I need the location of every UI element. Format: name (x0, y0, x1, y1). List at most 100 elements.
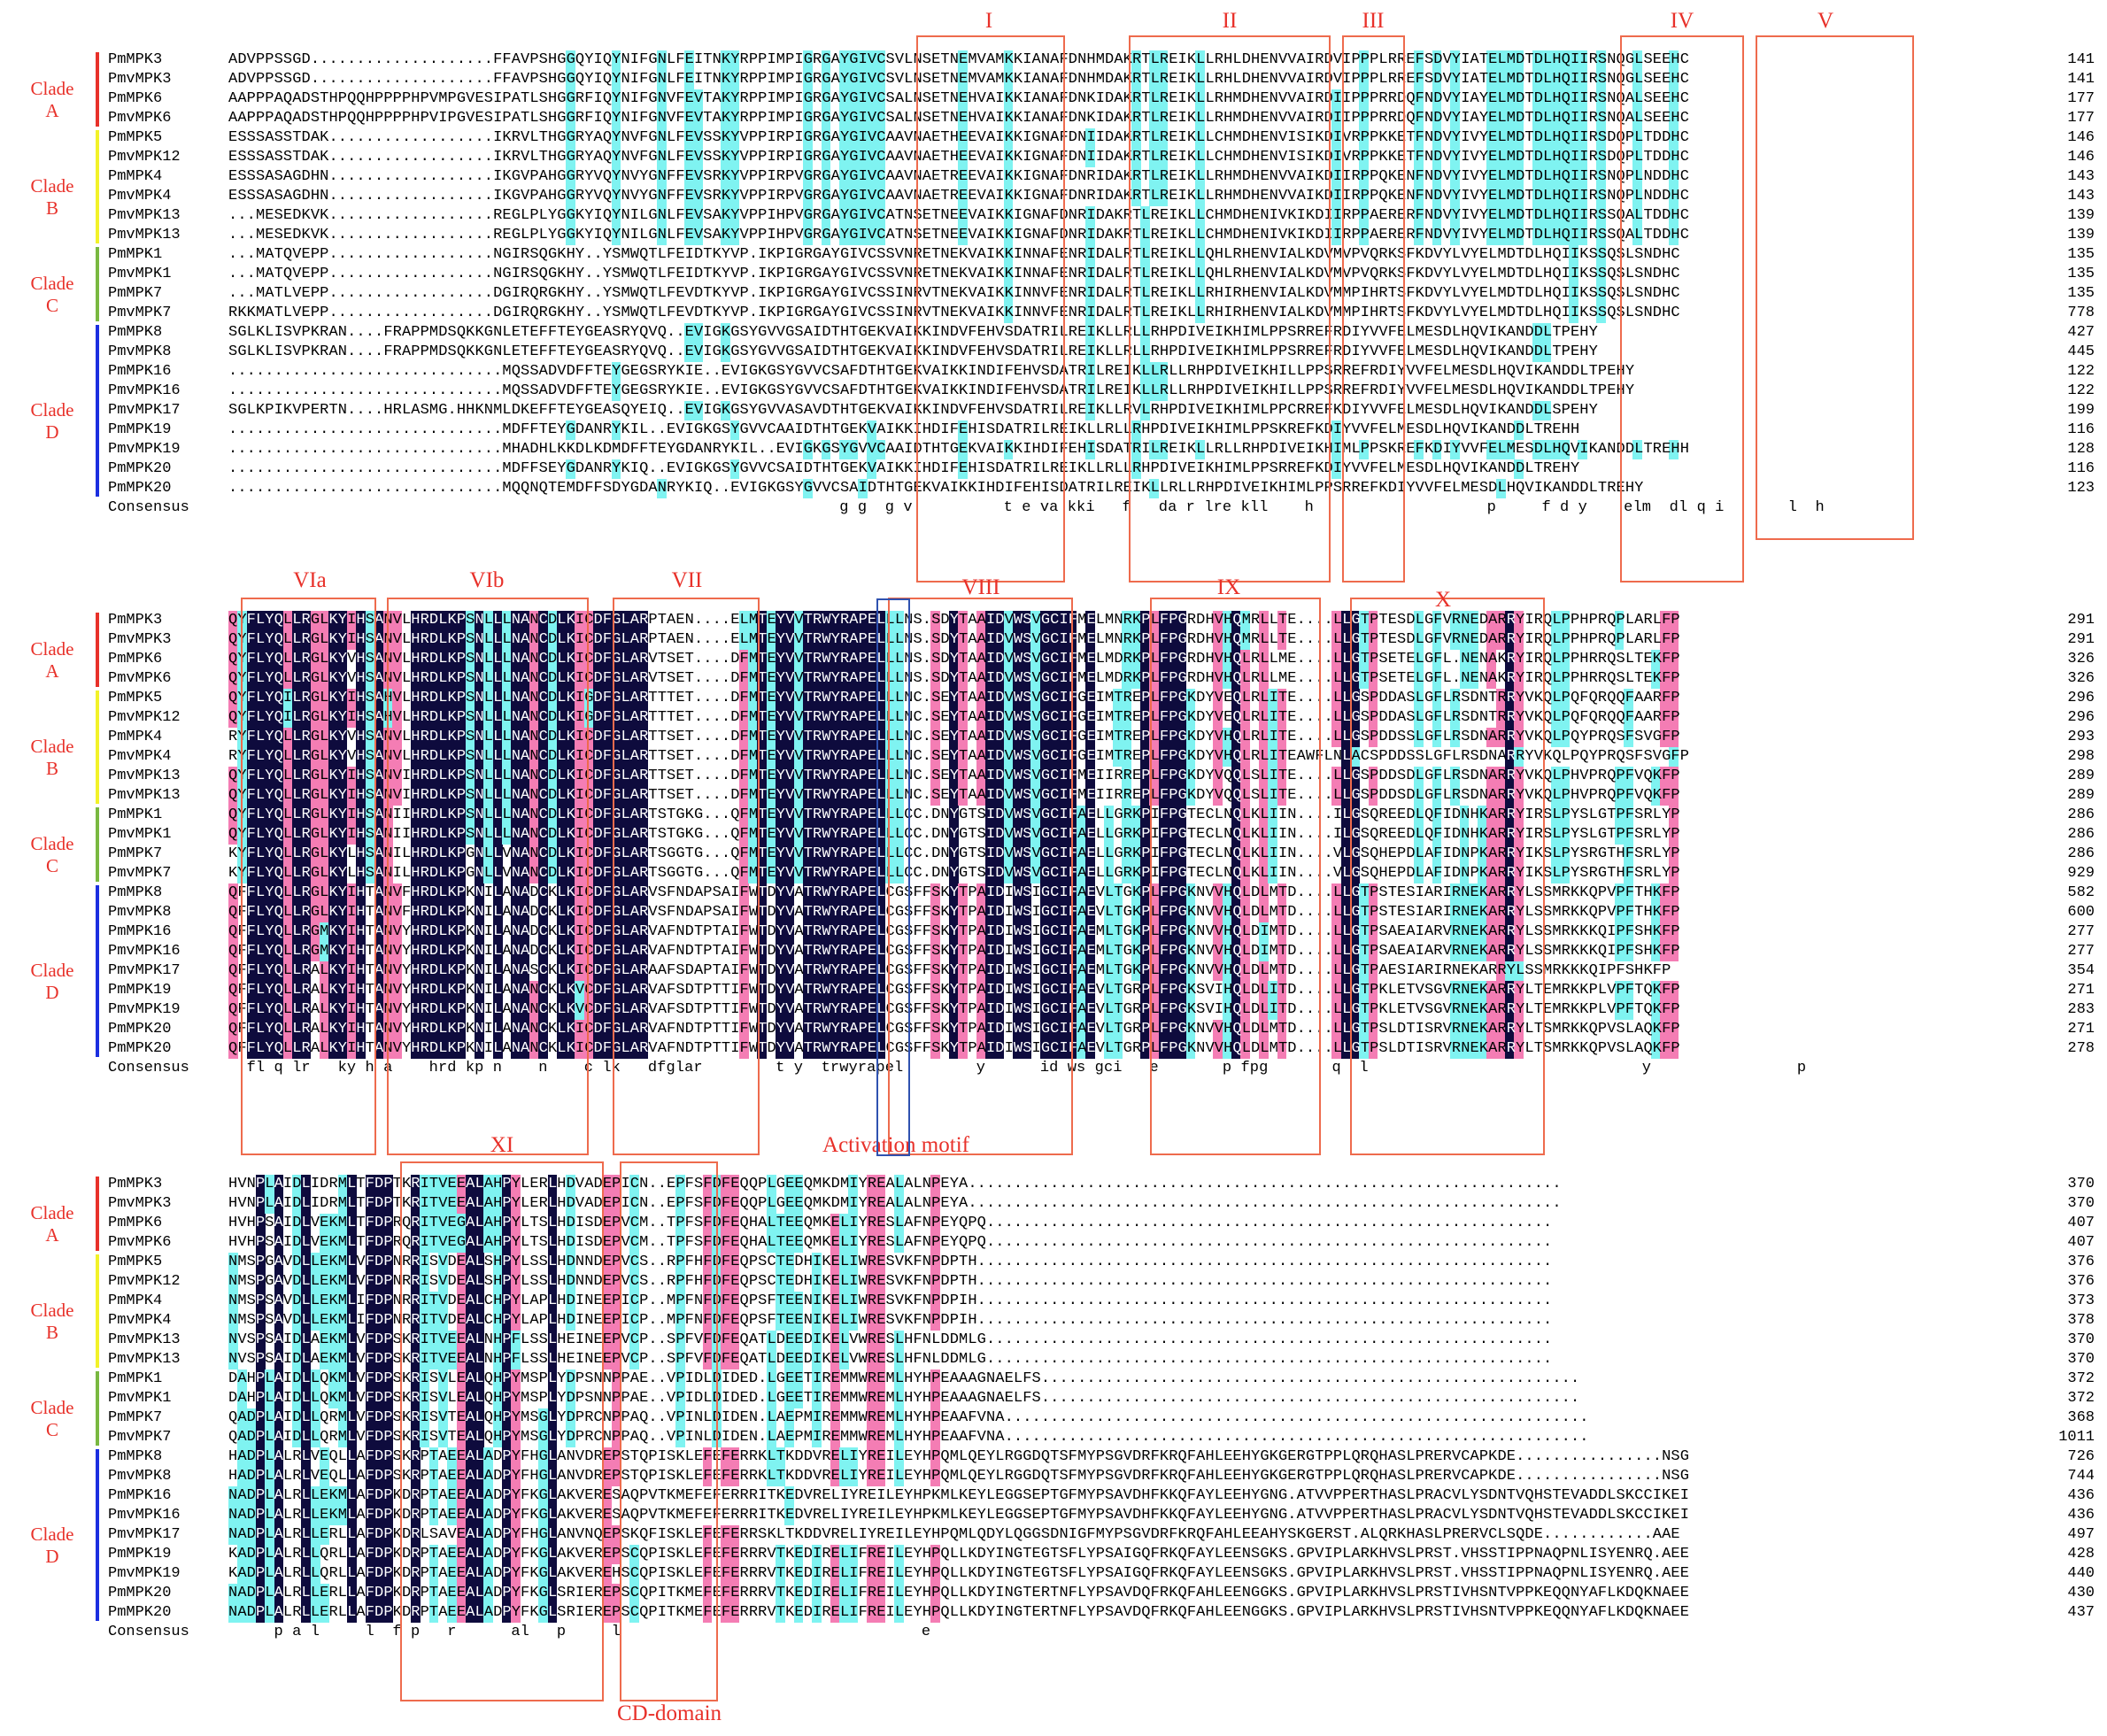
residue-shade (738, 922, 749, 942)
residue-shade (356, 1039, 367, 1059)
residue-shade (1596, 304, 1606, 323)
residue-shade (1131, 167, 1141, 187)
residue-shade (1541, 109, 1552, 128)
residue-shade (465, 650, 475, 669)
residue-shade (784, 747, 795, 767)
sequence-name: PmMPK1 (108, 245, 162, 265)
residue-shade (1541, 70, 1552, 89)
residue-shade (1022, 942, 1031, 961)
residue-shade (693, 148, 704, 167)
residue-shade (411, 650, 421, 669)
residue-shade (1140, 304, 1150, 323)
residue-shade (1514, 206, 1524, 226)
residue-shade (328, 1039, 339, 1059)
motif-label: VII (672, 568, 703, 593)
residue-shade (729, 167, 740, 187)
residue-shade (228, 825, 238, 845)
sequence-name: PmvMPK16 (108, 1506, 181, 1525)
residue-shade (876, 689, 886, 708)
residue-shade (520, 650, 530, 669)
residue-shade (328, 767, 339, 786)
residue-shade (346, 767, 357, 786)
residue-shade (830, 1020, 840, 1039)
position-number: 440 (2067, 1564, 2095, 1584)
residue-shade (282, 786, 293, 806)
residue-shade (437, 825, 448, 845)
clade-label: Clade B (25, 736, 80, 780)
residue-shade (629, 747, 640, 767)
residue-shade (802, 1039, 813, 1059)
residue-shade (292, 611, 302, 630)
residue-shade (1432, 148, 1442, 167)
residue-shade (520, 981, 530, 1000)
residue-shade (884, 611, 895, 630)
residue-shade (830, 728, 840, 747)
residue-shade (848, 903, 859, 922)
residue-shade (483, 747, 494, 767)
residue-shade (876, 167, 886, 187)
residue-shade (766, 767, 776, 786)
residue-shade (867, 89, 876, 109)
residue-shade (392, 786, 403, 806)
residue-shade (593, 708, 603, 728)
residue-shade (447, 708, 458, 728)
position-number: 778 (2067, 304, 2095, 323)
residue-shade (346, 942, 357, 961)
residue-shade (848, 109, 859, 128)
residue-shade (611, 459, 621, 479)
residue-shade (867, 689, 876, 708)
sequence-name: PmMPK20 (108, 1039, 171, 1059)
residue-shade (492, 728, 503, 747)
residue-shade (611, 148, 621, 167)
residue-shade (337, 786, 348, 806)
residue-shade (793, 728, 804, 747)
residue-shade (475, 981, 484, 1000)
residue-shade (1359, 70, 1370, 89)
residue-shade (274, 708, 284, 728)
residue-shade (593, 1020, 603, 1039)
position-number: 141 (2067, 70, 2095, 89)
residue-shade (1012, 669, 1023, 689)
residue-shade (547, 728, 558, 747)
residue-shade (611, 845, 621, 864)
residue-shade (374, 942, 384, 961)
residue-shade (602, 864, 613, 883)
residue-shade (684, 128, 694, 148)
sequence-row: ..............................MQSSADVDFF… (228, 382, 1634, 401)
residue-shade (611, 669, 621, 689)
residue-shade (492, 650, 503, 669)
residue-shade (483, 728, 494, 747)
residue-shade (456, 611, 467, 630)
residue-shade (857, 786, 868, 806)
residue-shade (428, 1039, 439, 1059)
residue-shade (356, 611, 367, 630)
residue-shade (529, 806, 539, 825)
motif-box (613, 598, 760, 1155)
residue-shade (848, 1020, 859, 1039)
residue-shade (729, 206, 740, 226)
position-number: 135 (2067, 284, 2095, 304)
residue-shade (876, 187, 886, 206)
residue-shade (976, 786, 986, 806)
residue-shade (411, 786, 421, 806)
clade-bar (96, 52, 99, 127)
residue-shade (411, 1039, 421, 1059)
residue-shade (1514, 89, 1524, 109)
residue-shade (1486, 128, 1497, 148)
residue-shade (984, 611, 995, 630)
residue-shade (1359, 109, 1370, 128)
residue-shade (1012, 825, 1023, 845)
residue-shade (502, 689, 512, 708)
residue-shade (301, 845, 312, 864)
residue-shade (793, 767, 804, 786)
residue-shade (867, 806, 876, 825)
residue-shade (420, 630, 430, 650)
residue-shade (292, 767, 302, 786)
residue-shade (1085, 265, 1096, 284)
residue-shade (502, 786, 512, 806)
residue-shade (1085, 343, 1096, 362)
residue-shade (1022, 1020, 1031, 1039)
residue-shade (265, 611, 275, 630)
residue-shade (1495, 479, 1506, 498)
position-number: 141 (2067, 50, 2095, 70)
